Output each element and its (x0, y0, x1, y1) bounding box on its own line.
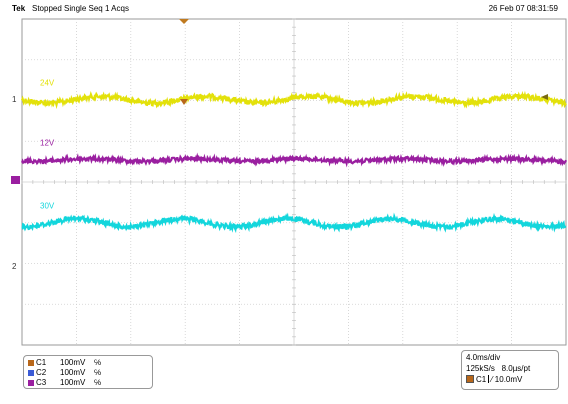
datetime-label: 26 Feb 07 08:31:59 (488, 4, 558, 13)
channel-scale: 100mV (60, 368, 86, 377)
channel-scale: 100mV (60, 378, 86, 387)
ch3-ground-marker (11, 176, 20, 184)
trigger-swatch (466, 375, 474, 383)
channel-swatch (28, 380, 34, 386)
trigger-arrow-icon (541, 94, 548, 100)
timebase-per-div: 4.0ms/div (466, 353, 501, 362)
channel-scale: 100mV (60, 358, 86, 367)
channel-row-c1: C1 100mV ℅ (28, 358, 101, 367)
trace-12V (20, 152, 568, 168)
channel-name: C1 (36, 358, 47, 367)
trace-label: 12V (40, 139, 55, 148)
ch1-marker: 1 (12, 95, 17, 104)
acquisition-status: Stopped Single Seq 1 Acqs (32, 4, 129, 13)
trigger-position-marker (179, 19, 189, 24)
traces (20, 90, 568, 234)
channel-settings-panel: C1 100mV ℅ C2 100mV ℅ C3 100mV ℅ (23, 355, 153, 389)
trigger-level: ⁄ 10.0mV (491, 375, 523, 384)
trace-label: 30V (40, 201, 55, 210)
bandwidth-icon: ℅ (94, 358, 102, 367)
brand-label: Tek (12, 4, 26, 13)
trace-label: 24V (40, 78, 55, 87)
channel-name: C2 (36, 368, 47, 377)
trigger-level-marker (180, 99, 188, 105)
timebase-panel: 4.0ms/div 125kS/s 8.0µs/pt C1 ⁄ 10.0mV (461, 350, 559, 390)
time-per-point: 8.0µs/pt (501, 364, 531, 373)
trace-30V (21, 212, 567, 234)
channel-row-c2: C2 100mV ℅ (28, 368, 101, 377)
channel-swatch (28, 370, 34, 376)
trigger-row: C1 ⁄ 10.0mV (466, 375, 522, 385)
trace-labels: 24V 12V 30V (40, 78, 55, 210)
trace-24V (20, 90, 567, 110)
trigger-channel: C1 (476, 375, 487, 384)
bandwidth-icon: ℅ (94, 378, 102, 387)
channel-row-c3: C3 100mV ℅ (28, 378, 101, 387)
bandwidth-icon: ℅ (94, 368, 102, 377)
sample-rate: 125kS/s (466, 364, 495, 373)
status-bar: Tek Stopped Single Seq 1 Acqs 26 Feb 07 … (0, 0, 568, 18)
channel-name: C3 (36, 378, 47, 387)
trigger-separator (488, 375, 490, 383)
ch2-marker: 2 (12, 262, 17, 271)
sample-rate-row: 125kS/s 8.0µs/pt (466, 364, 530, 374)
channel-swatch (28, 360, 34, 366)
